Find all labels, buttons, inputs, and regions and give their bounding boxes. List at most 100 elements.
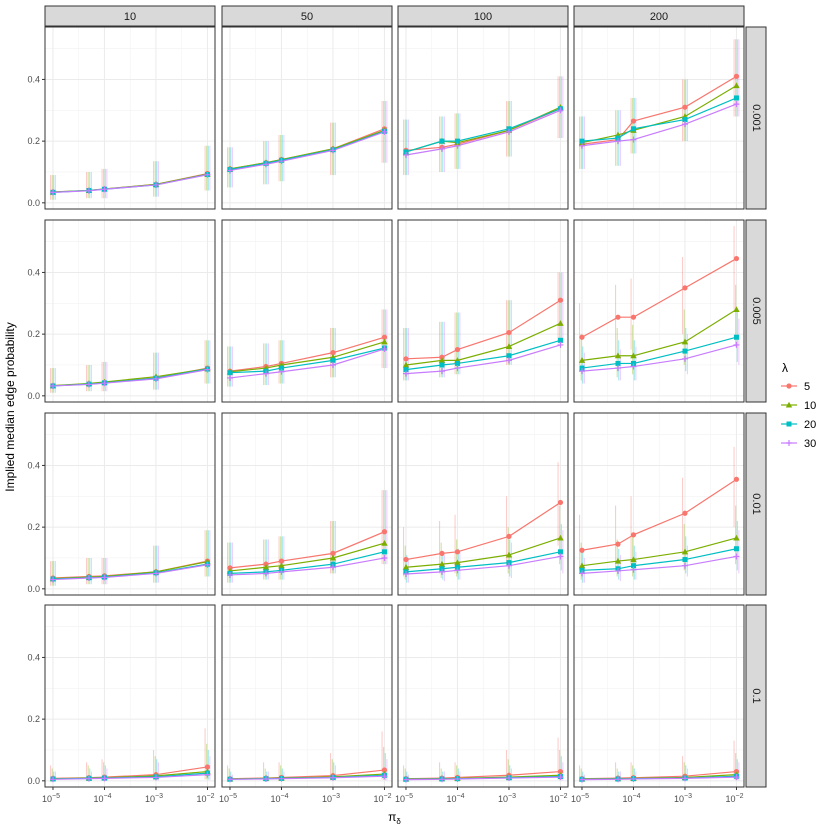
point-5 (630, 314, 637, 320)
point-30 (681, 562, 688, 569)
y-tick-label: 0.4 (27, 652, 40, 662)
point-5 (557, 499, 564, 506)
point-30 (329, 361, 336, 368)
point-30 (557, 553, 564, 560)
row-strip (745, 412, 767, 596)
row-strip (745, 26, 767, 210)
point-30 (101, 380, 108, 387)
point-20 (454, 138, 460, 144)
point-30 (85, 381, 92, 388)
panel-50-0.001 (222, 27, 392, 209)
point-30 (262, 161, 269, 168)
legend-label-5: 5 (804, 381, 810, 393)
row-strip-label: 0.005 (750, 297, 762, 325)
point-30 (278, 775, 285, 782)
point-20 (506, 126, 512, 132)
point-10 (733, 82, 740, 89)
point-30 (454, 365, 461, 372)
point-30 (85, 775, 92, 782)
point-20 (579, 138, 585, 144)
point-30 (402, 571, 409, 578)
point-10 (381, 539, 388, 546)
point-30 (49, 776, 56, 783)
point-10 (681, 548, 689, 555)
x-tick-label: 10−5 (42, 793, 60, 804)
point-5 (579, 547, 585, 553)
panel-200-0.001 (574, 27, 744, 209)
x-tick-label: 10−5 (395, 793, 413, 804)
panel-data-100-0.1 (402, 737, 564, 783)
panel-data-10-0.005 (49, 340, 211, 393)
panel-border (573, 219, 745, 403)
point-10 (402, 564, 410, 570)
column-strip (397, 5, 569, 27)
point-20 (579, 567, 585, 573)
panel-data-10-0.1 (49, 728, 211, 783)
row-strip (745, 604, 767, 788)
point-10 (614, 352, 622, 359)
point-30 (204, 171, 211, 178)
point-10 (681, 338, 689, 345)
point-20 (506, 353, 512, 359)
legend-key-marker-10 (785, 401, 793, 408)
point-30 (262, 570, 269, 577)
point-30 (578, 142, 585, 149)
point-20 (403, 149, 409, 155)
point-30 (438, 368, 445, 375)
point-5 (506, 329, 512, 336)
point-10 (578, 357, 586, 363)
legend: λ 5 10 20 30 (781, 361, 816, 450)
y-tick-label: 0.4 (27, 74, 40, 84)
point-20 (330, 357, 336, 363)
panel-data-100-0.001 (402, 76, 564, 176)
point-30 (681, 355, 688, 362)
point-30 (278, 158, 285, 165)
point-10 (557, 320, 564, 326)
point-20 (454, 360, 460, 366)
panel-data-100-0.01 (402, 462, 564, 583)
point-20 (439, 362, 445, 368)
point-5 (615, 541, 621, 547)
point-10 (329, 554, 337, 561)
point-5 (630, 532, 637, 538)
point-30 (381, 345, 388, 352)
point-20 (557, 337, 563, 343)
legend-title: λ (782, 361, 788, 375)
point-5 (733, 476, 740, 482)
x-tick-label: 10−2 (549, 793, 567, 804)
point-20 (615, 360, 621, 366)
point-30 (454, 142, 461, 149)
point-30 (152, 570, 159, 577)
y-tick-label: 0.0 (27, 584, 40, 594)
panel-200-0.1 (574, 605, 744, 787)
panel-data-50-0.01 (226, 490, 388, 583)
x-tick-label: 10−4 (270, 793, 288, 804)
x-axis-title: πδ (388, 810, 401, 826)
point-30 (262, 775, 269, 782)
point-30 (505, 562, 512, 569)
point-30 (505, 128, 512, 135)
point-30 (630, 566, 637, 573)
point-10 (381, 338, 388, 345)
y-axis-title: Implied median edge probability (3, 322, 17, 491)
point-20 (381, 549, 387, 555)
x-tick-label: 10−2 (196, 793, 214, 804)
y-tick-label: 0.4 (27, 267, 40, 277)
point-30 (578, 776, 585, 783)
point-5 (733, 255, 740, 262)
x-tick-label: 10−3 (498, 793, 516, 804)
point-20 (682, 557, 688, 563)
row-strip-label: 0.001 (750, 104, 762, 132)
panel-10-0.005 (45, 220, 215, 402)
point-10 (614, 557, 622, 564)
point-5 (615, 314, 621, 320)
panel-border (221, 219, 393, 403)
panel-data-200-0.1 (578, 740, 740, 783)
column-strip (221, 5, 393, 27)
x-tick-label: 10−5 (571, 793, 589, 804)
panel-border (44, 604, 216, 788)
point-30 (578, 368, 585, 375)
panel-border (221, 26, 393, 210)
point-30 (85, 187, 92, 194)
point-30 (152, 181, 159, 188)
